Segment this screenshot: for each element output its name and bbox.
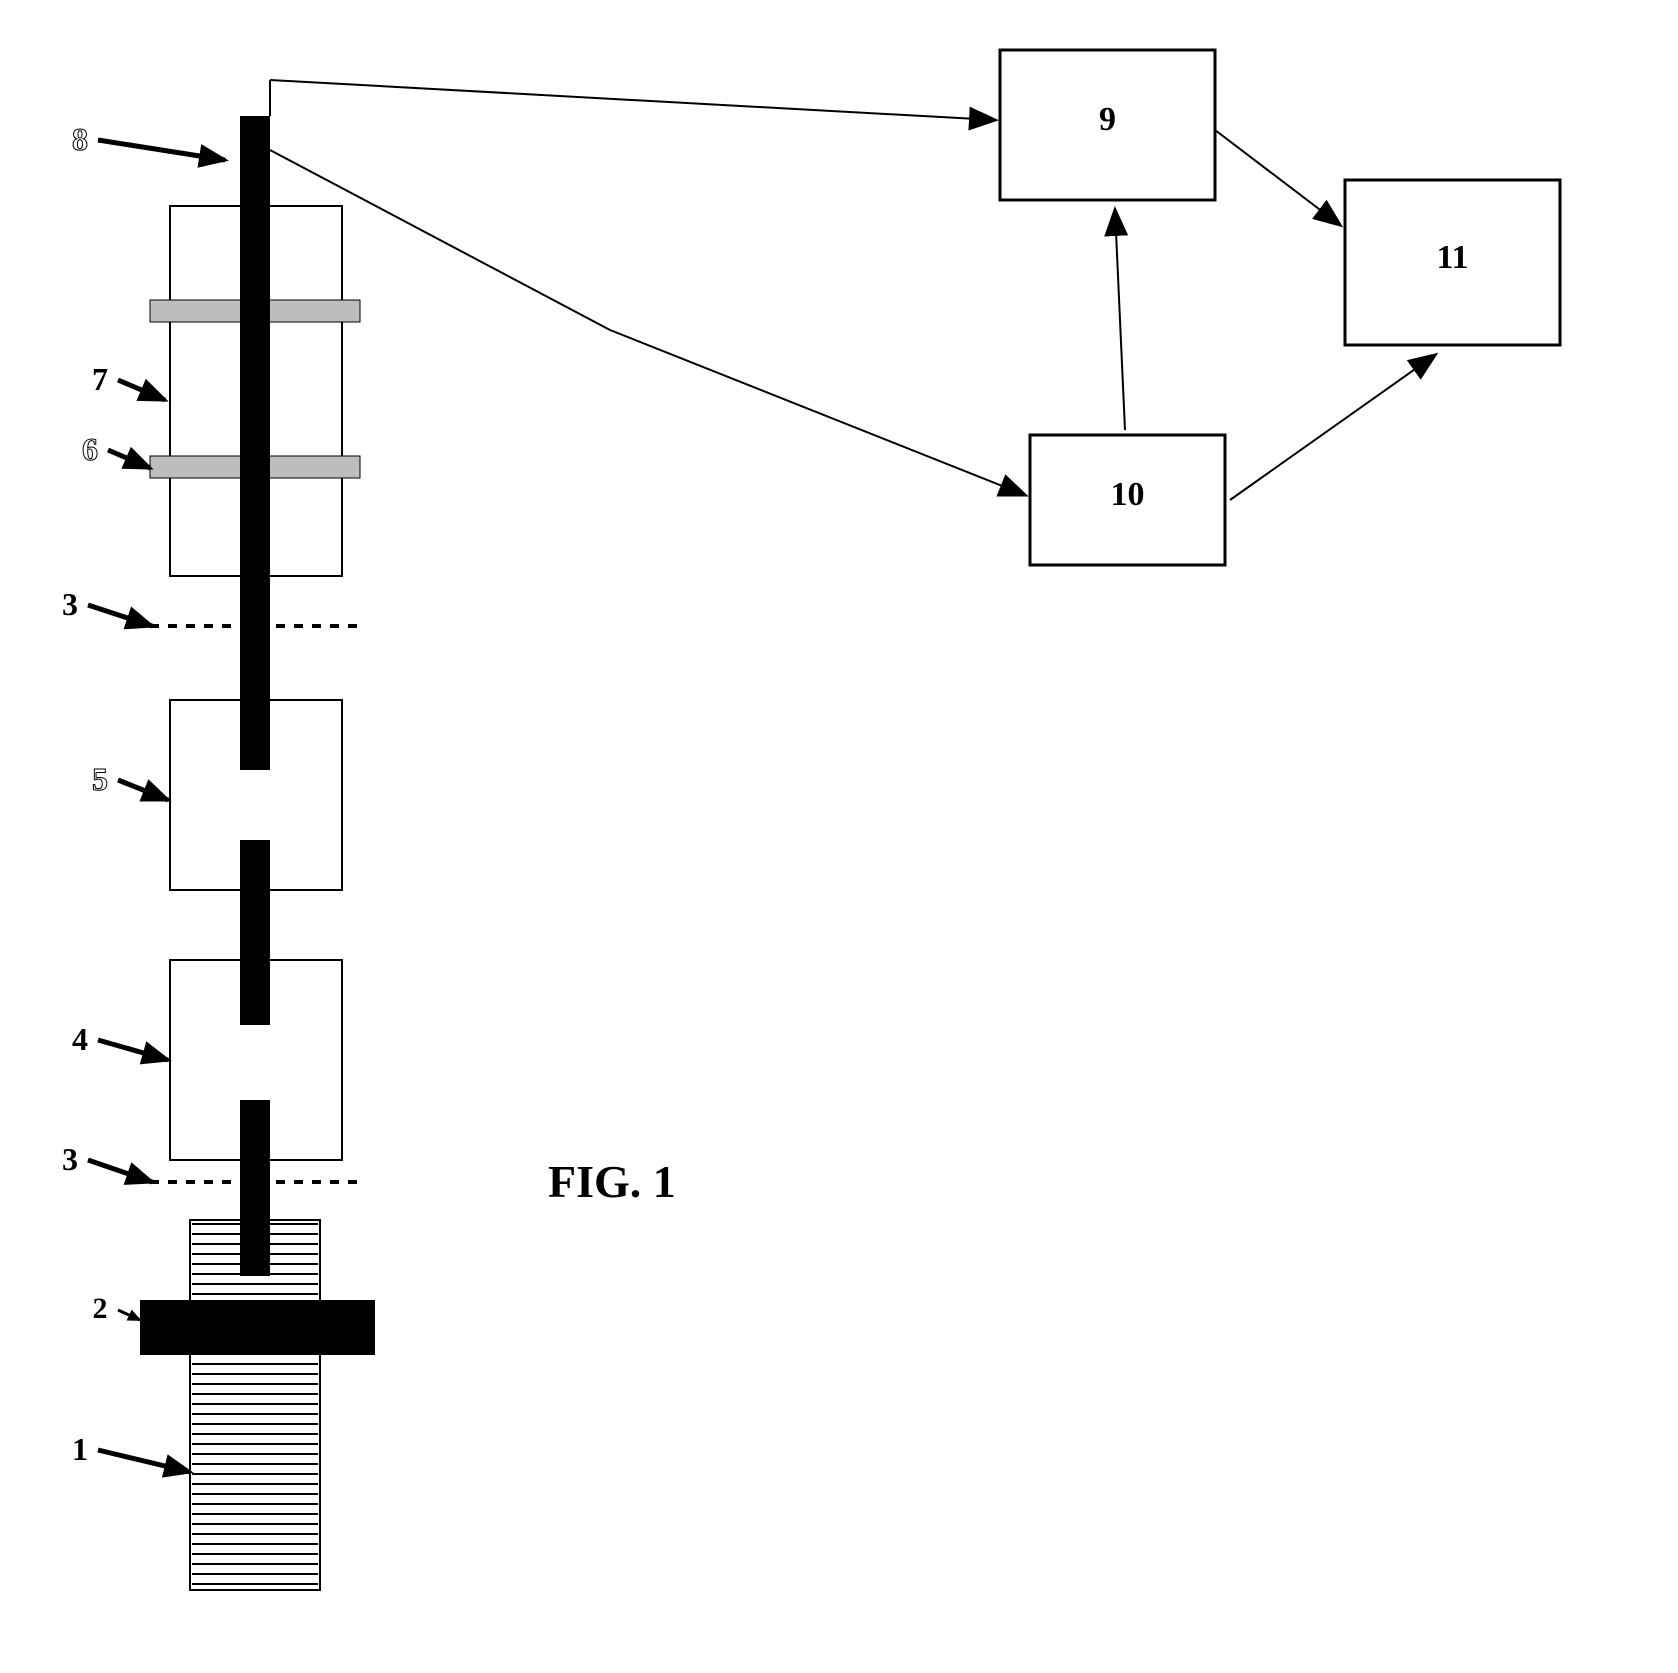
label-7: 7 (80, 361, 120, 398)
label-4: 4 (60, 1021, 100, 1058)
box11-label: 11 (1345, 239, 1560, 277)
box9-label: 9 (1000, 101, 1215, 139)
figure-canvas: FIG. 1 9 10 11 8 7 6 3 5 4 3 2 1 (0, 0, 1678, 1673)
label-3a: 3 (50, 586, 90, 623)
label-2: 2 (80, 1292, 120, 1326)
label-5: 5 (80, 761, 120, 798)
label-3b: 3 (50, 1141, 90, 1178)
box10-label: 10 (1030, 476, 1225, 514)
label-6: 6 (70, 431, 110, 468)
label-8: 8 (60, 121, 100, 158)
label-1: 1 (60, 1431, 100, 1468)
figure-caption: FIG. 1 (548, 1155, 676, 1208)
